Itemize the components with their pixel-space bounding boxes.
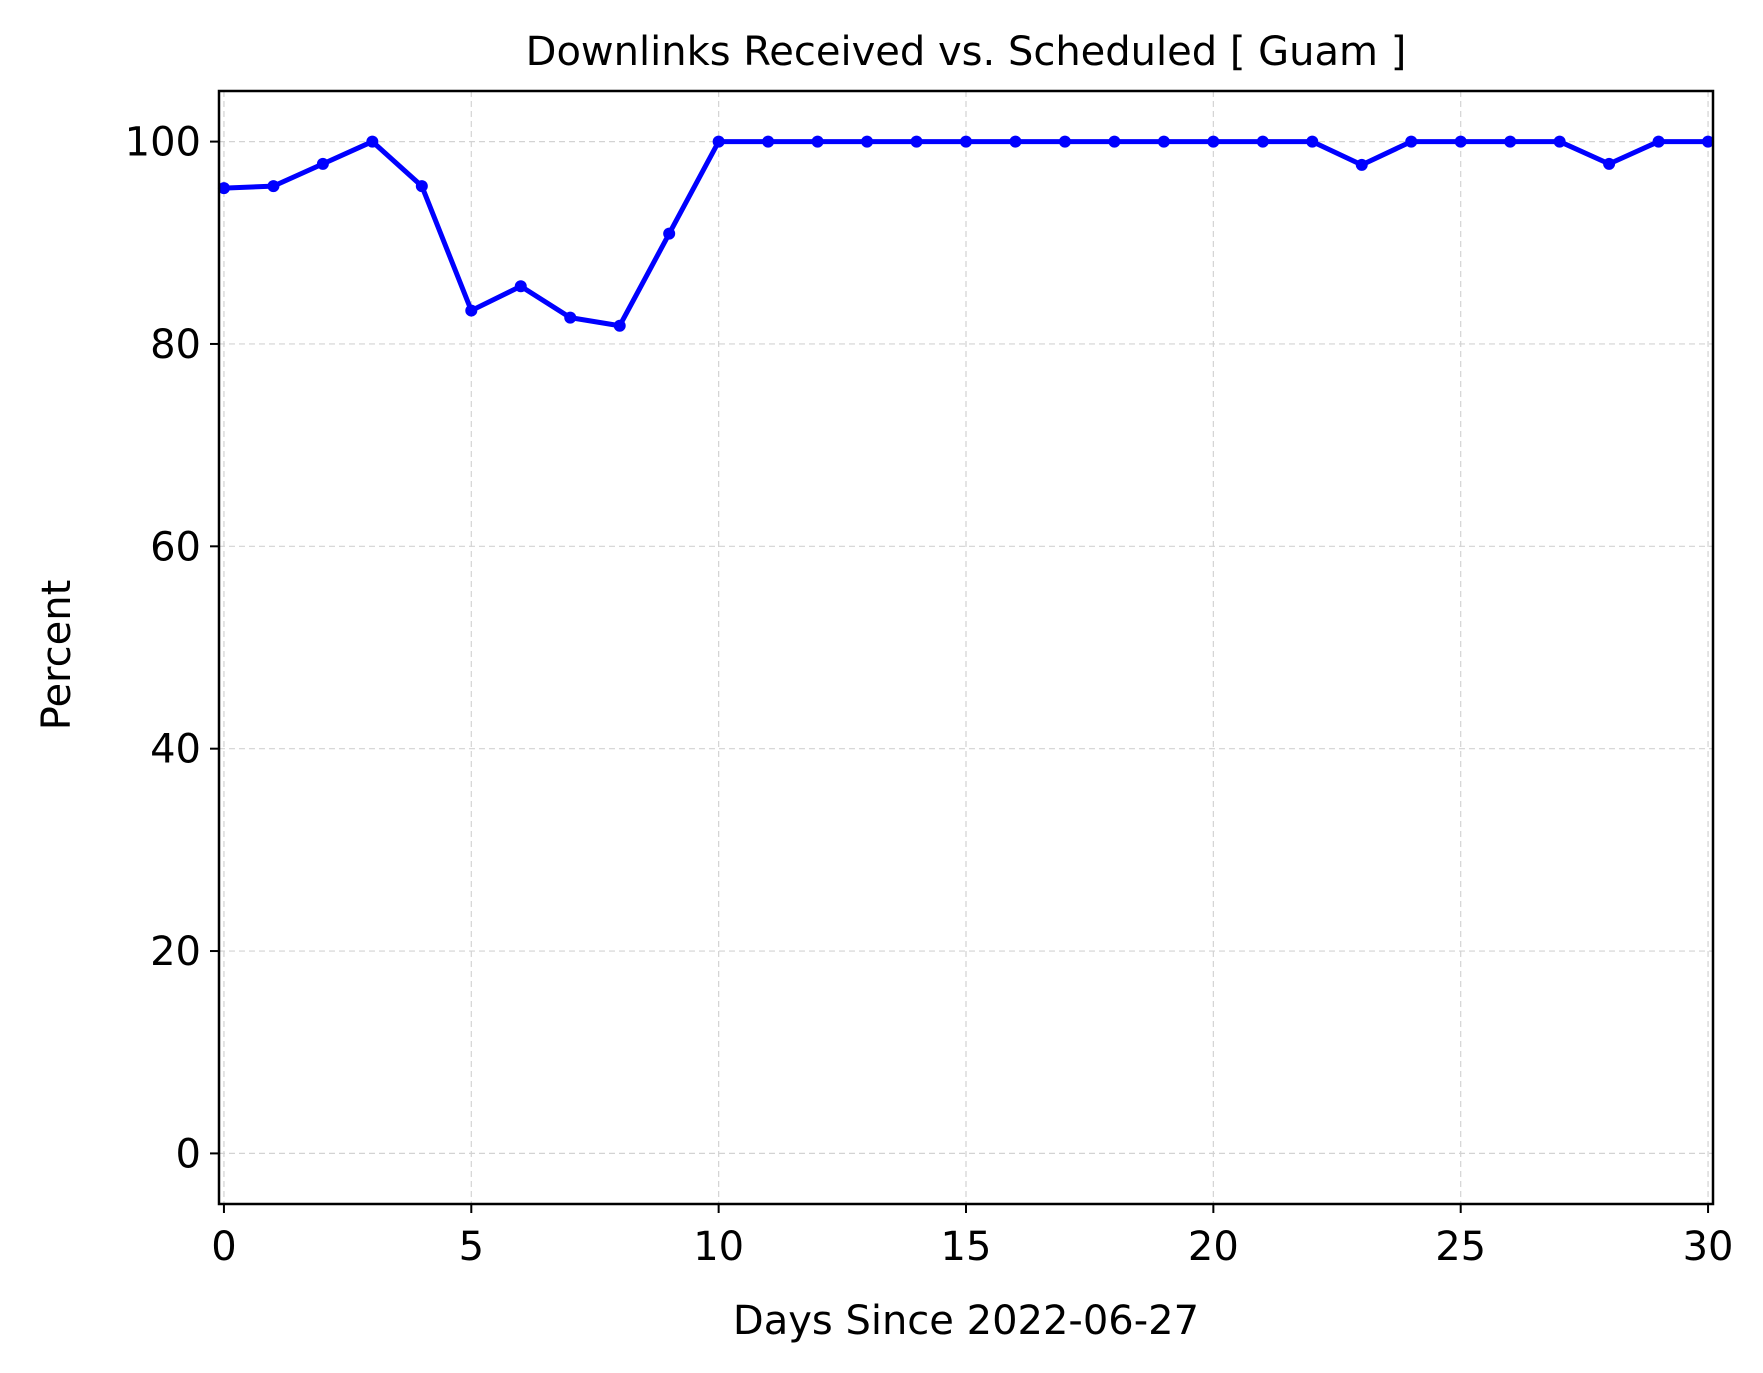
data-point — [960, 135, 972, 148]
data-point — [564, 311, 577, 324]
data-point — [712, 135, 725, 148]
data-point — [1058, 135, 1071, 148]
data-point — [663, 227, 676, 240]
x-axis-title: Days Since 2022-06-27 — [733, 1298, 1199, 1344]
data-point — [316, 157, 329, 170]
data-point — [1405, 135, 1418, 148]
axis-ticks: 0 5 10 15 20 25 30 0 20 40 60 80 100 — [125, 120, 1734, 1270]
data-point — [1306, 135, 1319, 148]
data-point — [1652, 135, 1665, 148]
x-tick-label: 0 — [211, 1224, 236, 1270]
data-point — [1454, 135, 1467, 148]
x-tick-label: 5 — [459, 1224, 484, 1270]
data-point — [217, 182, 230, 195]
data-point — [514, 280, 527, 293]
data-point — [1207, 135, 1220, 148]
y-tick-label: 60 — [150, 524, 201, 570]
data-series — [217, 135, 1715, 332]
y-tick-label: 20 — [150, 929, 201, 975]
x-tick-label: 10 — [693, 1224, 744, 1270]
data-point — [465, 304, 478, 317]
data-point — [762, 135, 775, 148]
data-point — [415, 180, 428, 193]
y-axis-title: Percent — [34, 580, 80, 731]
y-tick-label: 100 — [125, 120, 201, 166]
data-point — [1603, 157, 1616, 170]
data-point — [1504, 135, 1517, 148]
chart-title: Downlinks Received vs. Scheduled [ Guam … — [526, 29, 1407, 75]
x-tick-label: 15 — [941, 1224, 992, 1270]
x-tick-label: 20 — [1188, 1224, 1239, 1270]
y-tick-label: 80 — [150, 322, 201, 368]
x-tick-label: 25 — [1435, 1224, 1486, 1270]
data-point — [910, 135, 923, 148]
data-point — [613, 319, 626, 332]
data-point — [1256, 135, 1269, 148]
data-point — [366, 135, 379, 148]
data-point — [1355, 158, 1368, 171]
x-tick-label: 30 — [1683, 1224, 1734, 1270]
data-point — [1553, 135, 1566, 148]
y-tick-label: 40 — [150, 727, 201, 773]
data-point — [1108, 135, 1121, 148]
data-point — [1009, 135, 1022, 148]
y-tick-label: 0 — [176, 1131, 201, 1177]
data-point — [811, 135, 824, 148]
data-point — [1157, 135, 1170, 148]
data-point — [861, 135, 874, 148]
data-point — [1702, 135, 1715, 148]
data-point — [267, 180, 280, 193]
